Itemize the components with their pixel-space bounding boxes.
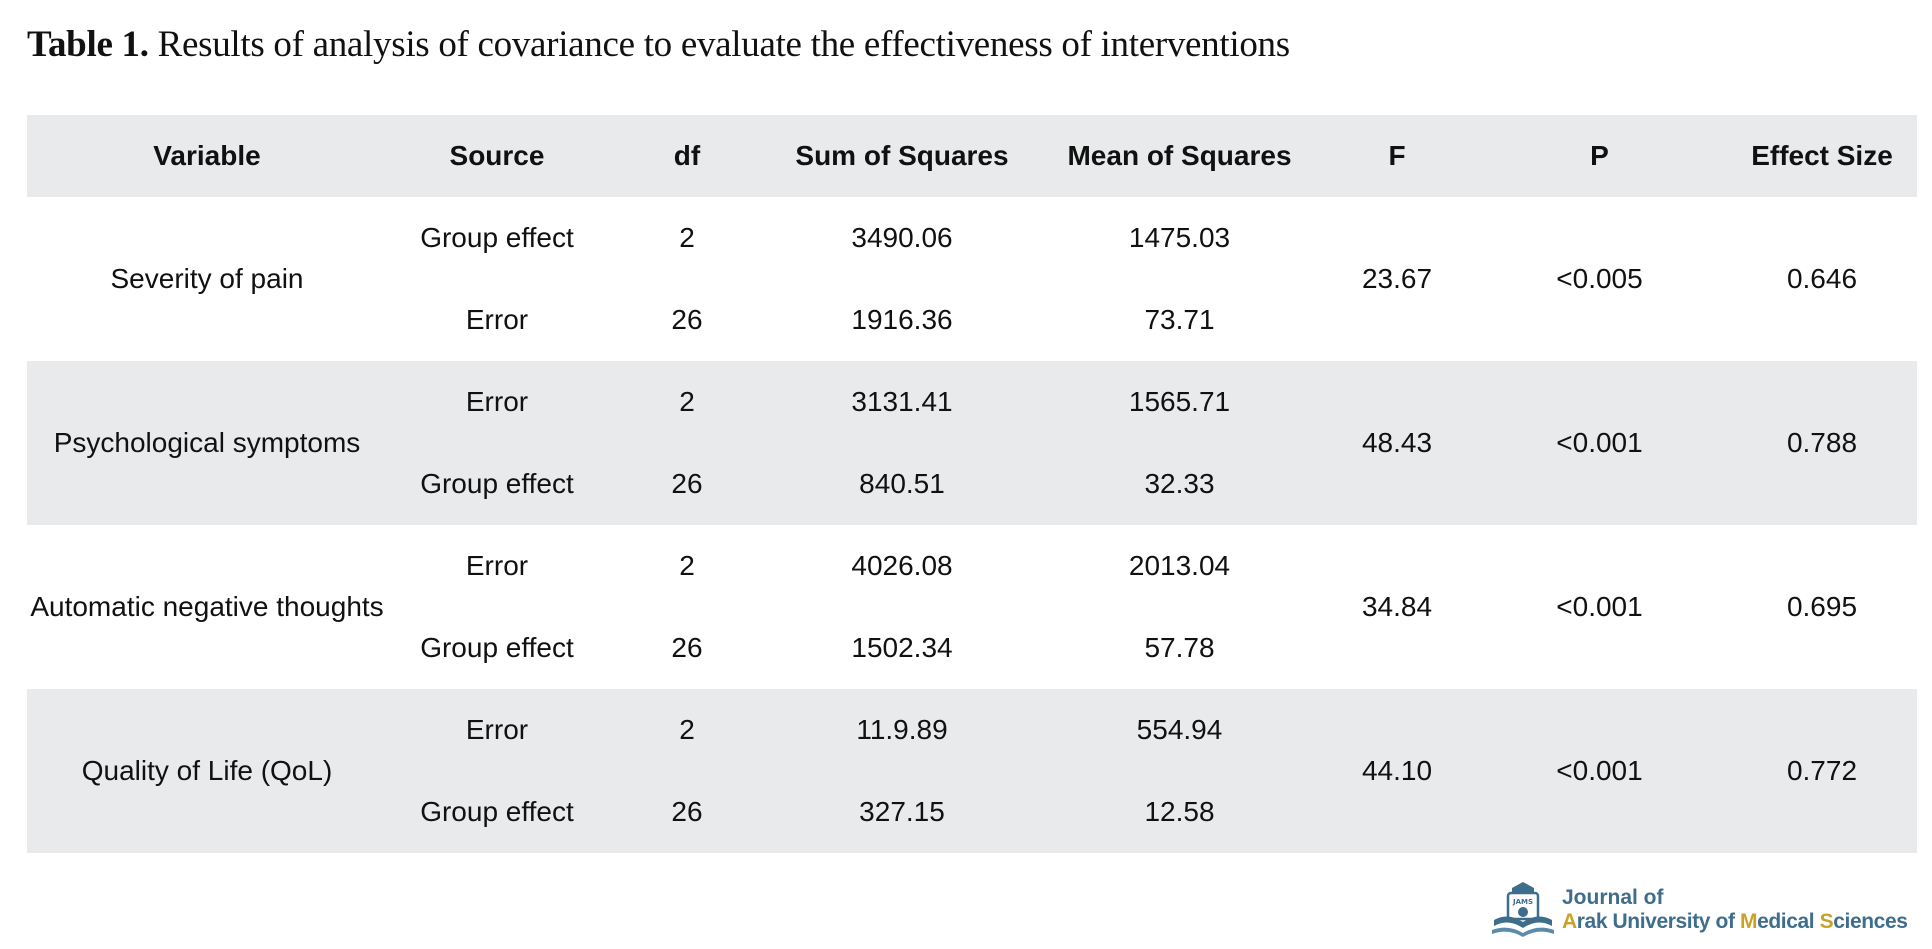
table-row: Psychological symptoms Error 2 3131.41 1…: [27, 361, 1917, 525]
mean-of-squares-cell: 1475.03: [1037, 197, 1322, 279]
header-source: Source: [387, 115, 607, 197]
p-cell: <0.001: [1472, 689, 1727, 853]
variable-cell: Automatic negative thoughts: [27, 525, 387, 689]
ancova-results-table: Variable Source df Sum of Squares Mean o…: [27, 115, 1917, 853]
mean-of-squares-cell: 73.71: [1037, 279, 1322, 361]
effect-size-cell: 0.646: [1727, 197, 1917, 361]
journal-initial-m: M: [1739, 910, 1758, 933]
header-sum-of-squares: Sum of Squares: [767, 115, 1037, 197]
table-row: Quality of Life (QoL) Error 2 11.9.89 55…: [27, 689, 1917, 853]
header-effect-size: Effect Size: [1727, 115, 1917, 197]
source-cell: Group effect: [387, 443, 607, 525]
mean-of-squares-cell: 12.58: [1037, 771, 1322, 853]
header-mean-of-squares: Mean of Squares: [1037, 115, 1322, 197]
effect-size-cell: 0.772: [1727, 689, 1917, 853]
f-cell: 44.10: [1322, 689, 1472, 853]
table-row: Group effect 26 840.51 32.33: [27, 443, 1917, 525]
source-cell: Group effect: [387, 607, 607, 689]
effect-size-cell: 0.695: [1727, 525, 1917, 689]
journal-name-part: ciences: [1833, 910, 1908, 933]
source-cell: Group effect: [387, 771, 607, 853]
table-caption-text: Results of analysis of covariance to eva…: [157, 24, 1291, 65]
sum-of-squares-cell: 840.51: [767, 443, 1037, 525]
source-cell: Error: [387, 279, 607, 361]
p-cell: <0.005: [1472, 197, 1727, 361]
journal-name: Journal of Arak University of Medical Sc…: [1562, 886, 1908, 934]
df-cell: 2: [607, 197, 767, 279]
df-cell: 2: [607, 525, 767, 607]
table-row: Group effect 26 327.15 12.58: [27, 771, 1917, 853]
mean-of-squares-cell: 57.78: [1037, 607, 1322, 689]
sum-of-squares-cell: 4026.08: [767, 525, 1037, 607]
df-cell: 26: [607, 279, 767, 361]
variable-cell: Quality of Life (QoL): [27, 689, 387, 853]
header-variable: Variable: [27, 115, 387, 197]
source-cell: Error: [387, 361, 607, 443]
journal-emblem-icon: JAMS: [1492, 882, 1554, 937]
emblem-text: JAMS: [1512, 898, 1533, 906]
table-row: Severity of pain Group effect 2 3490.06 …: [27, 197, 1917, 361]
mean-of-squares-cell: 32.33: [1037, 443, 1322, 525]
table-row: Automatic negative thoughts Error 2 4026…: [27, 525, 1917, 689]
journal-name-line2: Arak University of Medical Sciences: [1562, 910, 1908, 934]
mean-of-squares-cell: 1565.71: [1037, 361, 1322, 443]
f-cell: 34.84: [1322, 525, 1472, 689]
journal-name-part: edical: [1757, 910, 1820, 933]
journal-name-line1: Journal of: [1562, 886, 1664, 909]
sum-of-squares-cell: 3131.41: [767, 361, 1037, 443]
header-p: P: [1472, 115, 1727, 197]
sum-of-squares-cell: 11.9.89: [767, 689, 1037, 771]
source-cell: Error: [387, 525, 607, 607]
df-cell: 26: [607, 443, 767, 525]
table-row: Error 26 1916.36 73.71: [27, 279, 1917, 361]
mean-of-squares-cell: 2013.04: [1037, 525, 1322, 607]
header-f: F: [1322, 115, 1472, 197]
journal-logo: JAMS Journal of Arak University of Medic…: [1488, 880, 1918, 940]
mean-of-squares-cell: 554.94: [1037, 689, 1322, 771]
f-cell: 48.43: [1322, 361, 1472, 525]
table-row: Group effect 26 1502.34 57.78: [27, 607, 1917, 689]
sum-of-squares-cell: 1502.34: [767, 607, 1037, 689]
sum-of-squares-cell: 327.15: [767, 771, 1037, 853]
variable-cell: Psychological symptoms: [27, 361, 387, 525]
df-cell: 26: [607, 607, 767, 689]
df-cell: 2: [607, 689, 767, 771]
df-cell: 2: [607, 361, 767, 443]
df-cell: 26: [607, 771, 767, 853]
journal-name-part: rak University of: [1576, 910, 1740, 933]
f-cell: 23.67: [1322, 197, 1472, 361]
p-cell: <0.001: [1472, 525, 1727, 689]
table-caption-label: Table 1.: [27, 24, 149, 65]
journal-initial-s: S: [1819, 910, 1834, 933]
p-cell: <0.001: [1472, 361, 1727, 525]
effect-size-cell: 0.788: [1727, 361, 1917, 525]
sum-of-squares-cell: 3490.06: [767, 197, 1037, 279]
table-caption: Table 1. Results of analysis of covarian…: [27, 18, 1290, 72]
source-cell: Error: [387, 689, 607, 771]
sum-of-squares-cell: 1916.36: [767, 279, 1037, 361]
source-cell: Group effect: [387, 197, 607, 279]
table-header-row: Variable Source df Sum of Squares Mean o…: [27, 115, 1917, 197]
header-df: df: [607, 115, 767, 197]
journal-initial-a: A: [1562, 910, 1577, 933]
variable-cell: Severity of pain: [27, 197, 387, 361]
